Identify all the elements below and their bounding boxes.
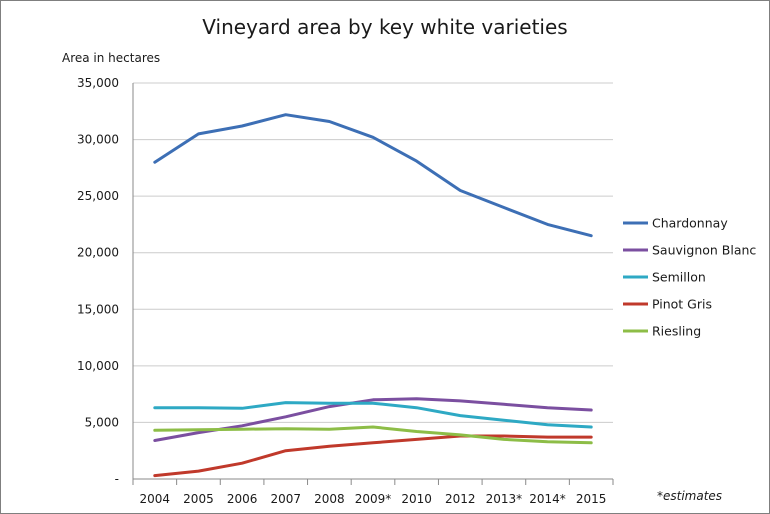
legend: Chardonnay Sauvignon Blanc Semillon Pinot G… [623,216,756,339]
y-tick-label: 25,000 [77,189,119,203]
gridlines [133,82,613,423]
series-line-pinot-gris [153,434,593,478]
legend-label-sauvignon-blanc: Sauvignon Blanc [652,243,756,258]
y-tick-label: 35,000 [77,76,119,90]
estimates-note: *estimates [657,489,722,503]
legend-label-semillon: Semillon [652,270,706,285]
x-tick-label: 2015 [576,492,607,506]
axes [132,83,614,485]
y-tick-label: - [115,472,119,486]
y-axis-label: Area in hectares [62,51,160,65]
series-line-sauvignon-blanc [153,397,593,442]
x-tick-label: 2008 [314,492,345,506]
x-tick-label: 2010 [401,492,432,506]
x-tick-label: 2007 [270,492,301,506]
y-tick-label: 20,000 [77,246,119,260]
y-tick-labels: - 5,000 10,000 15,000 20,000 25,000 30,000 35,0… [77,76,119,486]
y-tick-label: 5,000 [85,415,119,429]
y-tick-label: 30,000 [77,133,119,147]
y-tick-label: 10,000 [77,359,119,373]
x-tick-labels: 2004 2005 2006 2007 2008 2009* 2010 2012 2013* 20… [140,492,607,506]
x-tick-label: 2005 [183,492,214,506]
x-tick-label: 2006 [227,492,258,506]
series-line-chardonnay [153,113,593,238]
y-tick-label: 15,000 [77,302,119,316]
chart-title: Vineyard area by key white varieties [202,15,567,39]
x-tick-label: 2004 [140,492,171,506]
x-tick-label: 2009* [355,492,392,506]
x-tick-label: 2012 [445,492,476,506]
legend-label-pinot-gris: Pinot Gris [652,297,712,312]
series-line-riesling [153,425,593,445]
series-lines [153,113,593,478]
x-tick-label: 2014* [529,492,566,506]
x-tick-label: 2013* [486,492,523,506]
legend-label-chardonnay: Chardonnay [652,216,728,231]
legend-label-riesling: Riesling [652,324,701,339]
series-line-semillon [153,401,593,429]
